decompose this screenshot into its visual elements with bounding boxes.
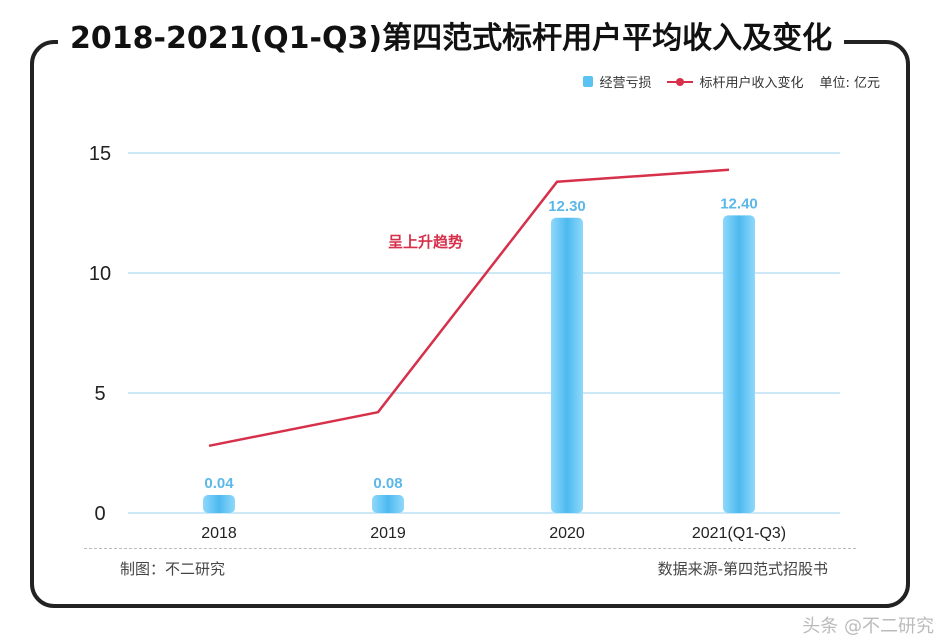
bar bbox=[203, 495, 235, 513]
chart-title: 2018-2021(Q1-Q3)第四范式标杆用户平均收入及变化 bbox=[58, 14, 845, 64]
bar-value-label: 12.30 bbox=[548, 198, 586, 215]
x-tick-label: 2018 bbox=[201, 525, 237, 542]
legend-bar-swatch bbox=[583, 76, 594, 87]
bar bbox=[372, 495, 404, 513]
bar-value-label: 12.40 bbox=[720, 195, 758, 212]
x-tick-label: 2020 bbox=[549, 525, 585, 542]
legend-line-swatch bbox=[667, 77, 694, 86]
bar bbox=[551, 217, 583, 514]
trend-annotation: 呈上升趋势 bbox=[388, 233, 463, 251]
legend-item-line: 标杆用户收入变化 bbox=[667, 72, 803, 91]
footer-source: 数据来源-第四范式招股书 bbox=[657, 560, 828, 578]
x-tick-label: 2019 bbox=[370, 525, 406, 542]
bar-value-label: 0.08 bbox=[373, 475, 402, 492]
watermark-text: 头条 @不二研究 bbox=[802, 616, 934, 637]
legend-item-bar: 经营亏损 bbox=[583, 72, 651, 91]
y-tick-label: 0 bbox=[94, 503, 105, 525]
unit-label: 单位: 亿元 bbox=[819, 76, 880, 91]
footer-divider bbox=[84, 548, 856, 549]
footer-credit: 制图：不二研究 bbox=[120, 560, 226, 578]
y-tick-label: 10 bbox=[89, 263, 111, 285]
x-tick-label: 2021(Q1-Q3) bbox=[692, 525, 786, 542]
bar-value-label: 0.04 bbox=[204, 475, 234, 492]
y-tick-label: 5 bbox=[94, 383, 105, 405]
income-trend-line bbox=[208, 168, 730, 448]
legend-line-label: 标杆用户收入变化 bbox=[699, 76, 804, 91]
legend: 经营亏损 标杆用户收入变化 单位: 亿元 bbox=[583, 72, 880, 91]
bar bbox=[723, 215, 755, 513]
y-tick-label: 15 bbox=[89, 143, 111, 165]
legend-bar-label: 经营亏损 bbox=[599, 76, 652, 91]
